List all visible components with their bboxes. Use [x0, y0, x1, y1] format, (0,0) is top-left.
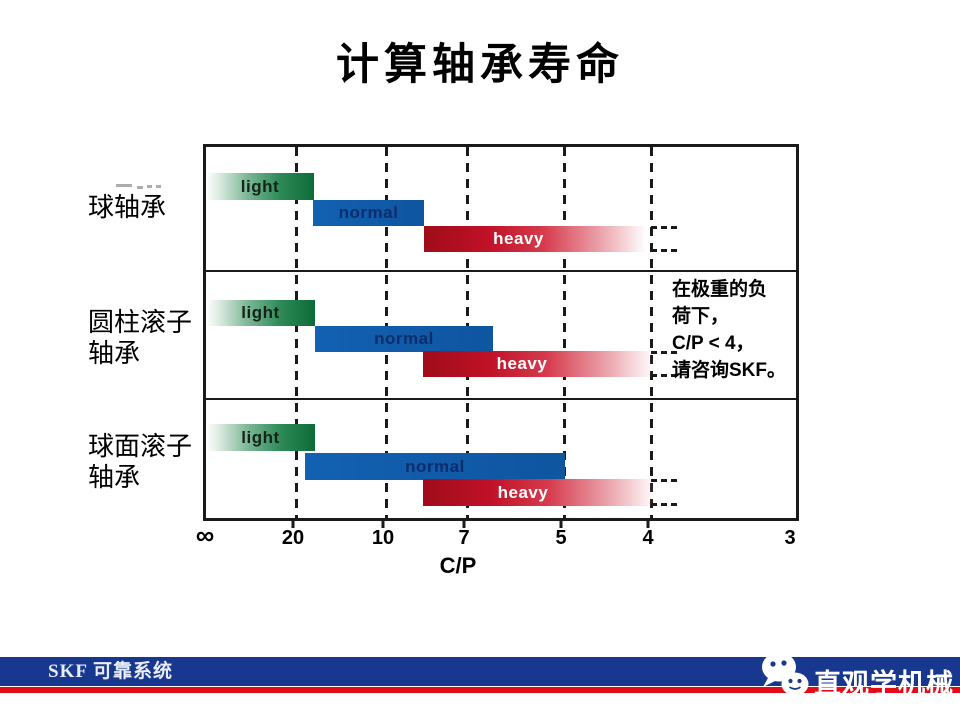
- bar-label: light: [240, 176, 280, 196]
- gridline-dashed: [650, 147, 653, 518]
- x-tick-mark: [462, 521, 466, 528]
- bar-light: light: [206, 424, 315, 451]
- gridline-dashed: [563, 147, 566, 518]
- row-label: 球面滚子 轴承: [88, 432, 193, 492]
- overload-bracket: [651, 479, 677, 506]
- row-label: 球轴承: [88, 193, 167, 222]
- row-separator-line: [206, 270, 796, 272]
- bar-label: normal: [338, 203, 399, 222]
- bar-normal: normal: [305, 453, 565, 480]
- slide-title: 计算轴承寿命: [336, 42, 624, 89]
- erased-mark: [137, 186, 143, 189]
- overload-note: 在极重的负 荷下， C/P < 4， 请咨询SKF。: [672, 279, 787, 381]
- footer-stripe: [0, 687, 960, 693]
- bar-light: light: [206, 300, 315, 326]
- erased-mark: [116, 184, 132, 187]
- x-tick-label: ∞: [195, 520, 215, 550]
- overload-bracket: [651, 226, 677, 252]
- bar-label: normal: [405, 456, 465, 476]
- x-tick-mark: [646, 521, 650, 528]
- bar-heavy: heavy: [423, 351, 661, 377]
- x-tick-label: 7: [458, 527, 470, 549]
- x-axis-title: C/P: [439, 553, 477, 578]
- logo-text: 直观学机械: [814, 669, 954, 699]
- x-tick-label: 5: [555, 527, 567, 549]
- x-tick-label: 10: [371, 527, 395, 549]
- erased-mark: [147, 185, 152, 188]
- bar-heavy: heavy: [423, 479, 663, 506]
- bar-light: light: [206, 173, 314, 200]
- x-tick-mark: [291, 521, 295, 528]
- row-separator-line: [206, 398, 796, 400]
- overload-bracket: [651, 351, 677, 377]
- gridline-dashed: [295, 147, 298, 518]
- bar-label: light: [241, 303, 280, 322]
- bar-label: light: [241, 427, 280, 447]
- wechat-logo: 直观学机械: [758, 646, 954, 701]
- bar-label: normal: [374, 329, 434, 348]
- row-label: 圆柱滚子 轴承: [88, 308, 193, 368]
- x-tick-mark: [559, 521, 563, 528]
- bar-heavy: heavy: [424, 226, 653, 252]
- bar-normal: normal: [315, 326, 493, 352]
- footer-brand: SKF 可靠系统: [48, 661, 173, 682]
- x-tick-mark: [381, 521, 385, 528]
- erased-text-remnant: [116, 182, 176, 194]
- x-tick-label: 20: [281, 527, 305, 549]
- wechat-icon: [762, 652, 809, 701]
- x-tick-label: 4: [642, 527, 654, 549]
- chart-plot-area: light normal heavy light normal heavy light nor…: [203, 144, 799, 521]
- bar-normal: normal: [313, 200, 424, 226]
- bar-label: heavy: [496, 354, 548, 373]
- bar-label: heavy: [497, 482, 549, 502]
- erased-mark: [156, 185, 161, 188]
- bar-label: heavy: [493, 229, 544, 248]
- x-tick-label: 3: [784, 527, 796, 549]
